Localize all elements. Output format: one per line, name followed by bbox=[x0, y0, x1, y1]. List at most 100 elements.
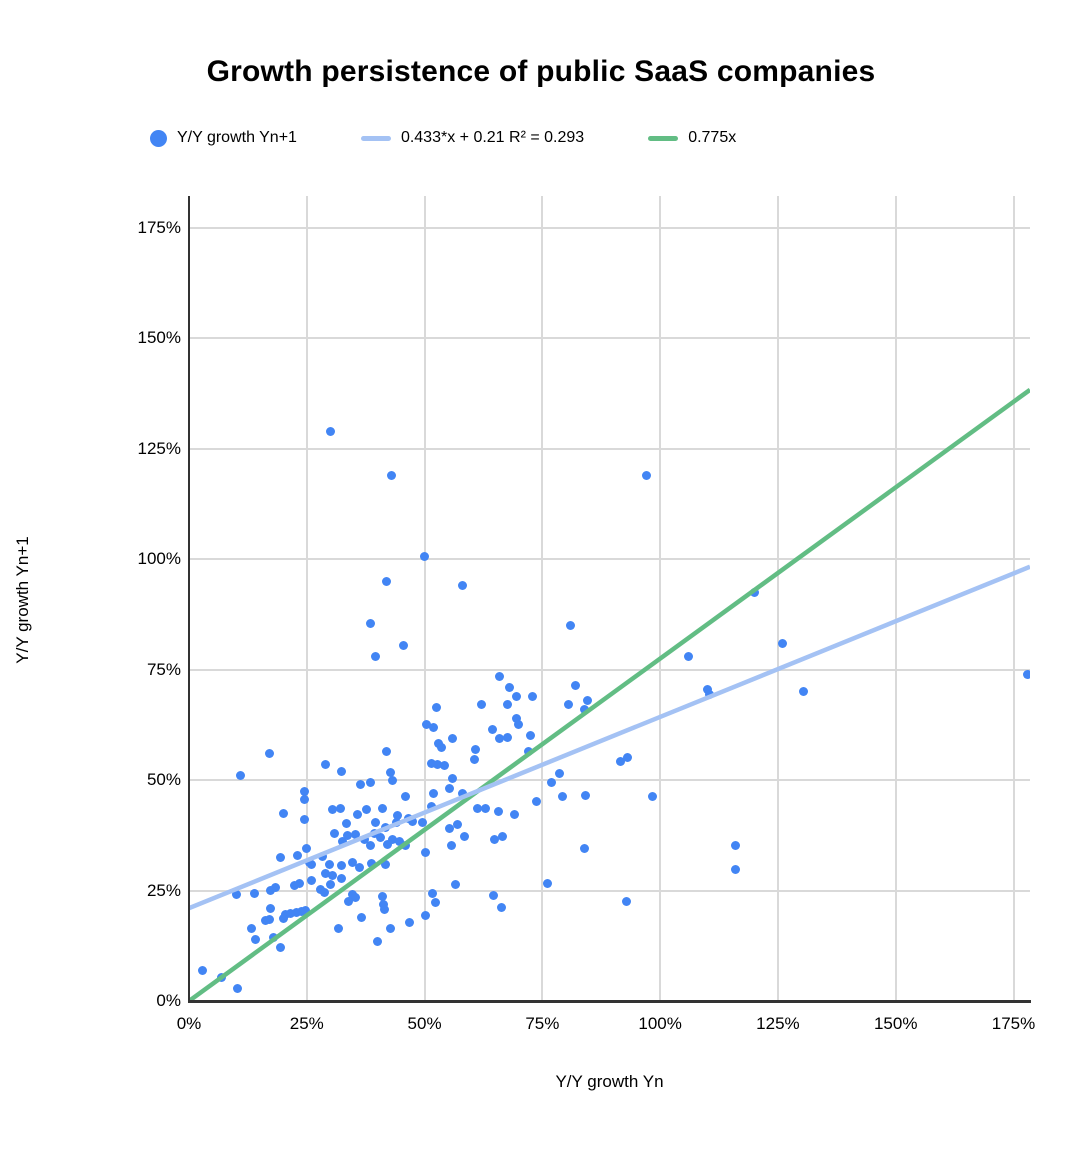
scatter-point[interactable] bbox=[299, 815, 309, 825]
scatter-point[interactable] bbox=[547, 777, 557, 787]
scatter-point[interactable] bbox=[427, 802, 437, 812]
scatter-point[interactable] bbox=[498, 832, 508, 842]
scatter-point[interactable] bbox=[357, 912, 367, 922]
scatter-point[interactable] bbox=[301, 905, 311, 915]
scatter-point[interactable] bbox=[329, 829, 339, 839]
scatter-point[interactable] bbox=[264, 749, 274, 759]
scatter-point[interactable] bbox=[343, 831, 353, 841]
scatter-point[interactable] bbox=[528, 691, 538, 701]
scatter-point[interactable] bbox=[385, 924, 395, 934]
scatter-point[interactable] bbox=[400, 791, 410, 801]
scatter-point[interactable] bbox=[299, 786, 309, 796]
scatter-point[interactable] bbox=[566, 620, 576, 630]
scatter-point[interactable] bbox=[306, 876, 316, 886]
scatter-point[interactable] bbox=[251, 935, 261, 945]
scatter-point[interactable] bbox=[488, 891, 498, 901]
scatter-point[interactable] bbox=[271, 882, 281, 892]
scatter-point[interactable] bbox=[326, 880, 336, 890]
scatter-point[interactable] bbox=[388, 775, 398, 785]
scatter-point[interactable] bbox=[563, 700, 573, 710]
scatter-point[interactable] bbox=[336, 766, 346, 776]
scatter-point[interactable] bbox=[266, 904, 275, 914]
scatter-point[interactable] bbox=[622, 897, 632, 907]
scatter-point[interactable] bbox=[321, 760, 331, 770]
scatter-point[interactable] bbox=[641, 470, 651, 480]
scatter-point[interactable] bbox=[511, 713, 521, 723]
scatter-point[interactable] bbox=[450, 879, 460, 889]
scatter-point[interactable] bbox=[647, 792, 657, 802]
scatter-point[interactable] bbox=[473, 804, 483, 814]
scatter-point[interactable] bbox=[489, 835, 499, 845]
scatter-point[interactable] bbox=[354, 862, 364, 872]
scatter-point[interactable] bbox=[337, 873, 347, 883]
scatter-point[interactable] bbox=[457, 581, 467, 591]
scatter-point[interactable] bbox=[502, 700, 512, 710]
trendline[interactable] bbox=[189, 387, 1030, 1001]
scatter-point[interactable] bbox=[371, 818, 381, 828]
scatter-point[interactable] bbox=[683, 651, 693, 661]
scatter-point[interactable] bbox=[367, 859, 377, 869]
scatter-point[interactable] bbox=[387, 470, 397, 480]
scatter-point[interactable] bbox=[382, 746, 392, 756]
scatter-point[interactable] bbox=[502, 732, 512, 742]
scatter-point[interactable] bbox=[302, 843, 312, 853]
scatter-point[interactable] bbox=[432, 760, 442, 770]
scatter-point[interactable] bbox=[422, 720, 432, 730]
scatter-point[interactable] bbox=[394, 836, 404, 846]
scatter-point[interactable] bbox=[615, 756, 625, 766]
scatter-point[interactable] bbox=[431, 702, 441, 712]
scatter-point[interactable] bbox=[431, 898, 441, 908]
scatter-point[interactable] bbox=[488, 724, 498, 734]
trendline[interactable] bbox=[189, 564, 1030, 911]
scatter-point[interactable] bbox=[731, 840, 741, 850]
scatter-point[interactable] bbox=[334, 924, 344, 934]
scatter-point[interactable] bbox=[370, 651, 380, 661]
scatter-point[interactable] bbox=[1023, 669, 1030, 679]
scatter-point[interactable] bbox=[532, 797, 542, 807]
scatter-point[interactable] bbox=[299, 795, 309, 805]
scatter-point[interactable] bbox=[509, 810, 519, 820]
scatter-point[interactable] bbox=[469, 755, 479, 765]
scatter-point[interactable] bbox=[436, 743, 446, 753]
scatter-point[interactable] bbox=[405, 918, 415, 928]
scatter-point[interactable] bbox=[292, 850, 302, 860]
scatter-point[interactable] bbox=[265, 914, 275, 924]
scatter-point[interactable] bbox=[383, 839, 393, 849]
scatter-point[interactable] bbox=[459, 832, 469, 842]
scatter-point[interactable] bbox=[444, 824, 454, 834]
scatter-point[interactable] bbox=[380, 904, 390, 914]
scatter-point[interactable] bbox=[622, 752, 632, 762]
scatter-point[interactable] bbox=[344, 897, 354, 907]
scatter-point[interactable] bbox=[731, 864, 741, 874]
scatter-point[interactable] bbox=[335, 803, 345, 813]
scatter-point[interactable] bbox=[495, 734, 505, 744]
scatter-point[interactable] bbox=[497, 902, 507, 912]
scatter-point[interactable] bbox=[289, 880, 299, 890]
scatter-point[interactable] bbox=[232, 984, 242, 994]
scatter-point[interactable] bbox=[427, 759, 437, 769]
scatter-point[interactable] bbox=[470, 744, 480, 754]
scatter-point[interactable] bbox=[247, 924, 257, 934]
scatter-point[interactable] bbox=[351, 829, 361, 839]
scatter-point[interactable] bbox=[231, 890, 241, 900]
legend-item[interactable]: 0.775x bbox=[648, 129, 736, 147]
scatter-point[interactable] bbox=[580, 791, 590, 801]
scatter-point[interactable] bbox=[582, 696, 592, 706]
scatter-point[interactable] bbox=[476, 700, 486, 710]
scatter-point[interactable] bbox=[526, 731, 536, 741]
scatter-point[interactable] bbox=[324, 859, 334, 869]
scatter-point[interactable] bbox=[408, 817, 418, 827]
scatter-point[interactable] bbox=[362, 805, 372, 815]
scatter-point[interactable] bbox=[377, 803, 387, 813]
scatter-point[interactable] bbox=[420, 552, 430, 562]
scatter-point[interactable] bbox=[429, 722, 439, 732]
scatter-point[interactable] bbox=[388, 834, 398, 844]
scatter-point[interactable] bbox=[327, 805, 337, 815]
scatter-point[interactable] bbox=[319, 888, 329, 898]
scatter-point[interactable] bbox=[429, 788, 439, 798]
scatter-point[interactable] bbox=[342, 819, 352, 829]
scatter-point[interactable] bbox=[702, 685, 712, 694]
scatter-point[interactable] bbox=[365, 618, 375, 628]
scatter-point[interactable] bbox=[353, 810, 363, 820]
scatter-point[interactable] bbox=[276, 853, 286, 863]
